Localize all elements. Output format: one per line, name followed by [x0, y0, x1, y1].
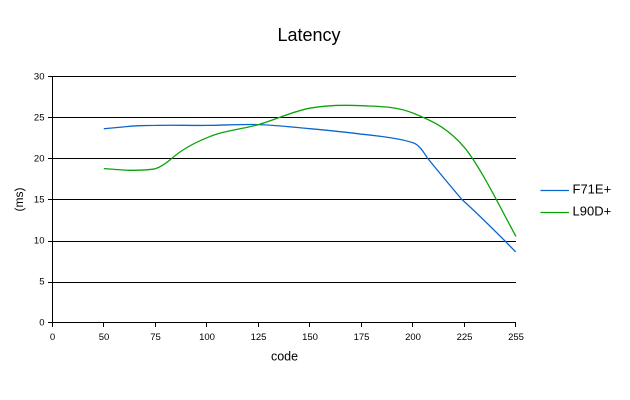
svg-text:0: 0 — [50, 332, 55, 343]
svg-text:Latency: Latency — [277, 25, 340, 45]
svg-text:200: 200 — [405, 332, 421, 343]
svg-text:25: 25 — [34, 113, 45, 124]
svg-text:code: code — [271, 350, 298, 364]
svg-text:0: 0 — [39, 318, 44, 329]
svg-text:75: 75 — [150, 332, 161, 343]
svg-text:100: 100 — [199, 332, 215, 343]
svg-text:125: 125 — [251, 332, 267, 343]
svg-text:20: 20 — [34, 154, 45, 165]
svg-text:30: 30 — [34, 72, 45, 83]
svg-text:175: 175 — [354, 332, 370, 343]
svg-text:5: 5 — [39, 277, 44, 288]
svg-text:15: 15 — [34, 195, 45, 206]
svg-text:150: 150 — [302, 332, 318, 343]
svg-text:255: 255 — [508, 332, 524, 343]
svg-text:225: 225 — [457, 332, 473, 343]
svg-text:F71E+: F71E+ — [573, 182, 612, 197]
svg-text:50: 50 — [99, 332, 110, 343]
svg-text:10: 10 — [34, 236, 45, 247]
svg-text:(ms): (ms) — [12, 188, 26, 212]
svg-text:L90D+: L90D+ — [573, 204, 612, 219]
